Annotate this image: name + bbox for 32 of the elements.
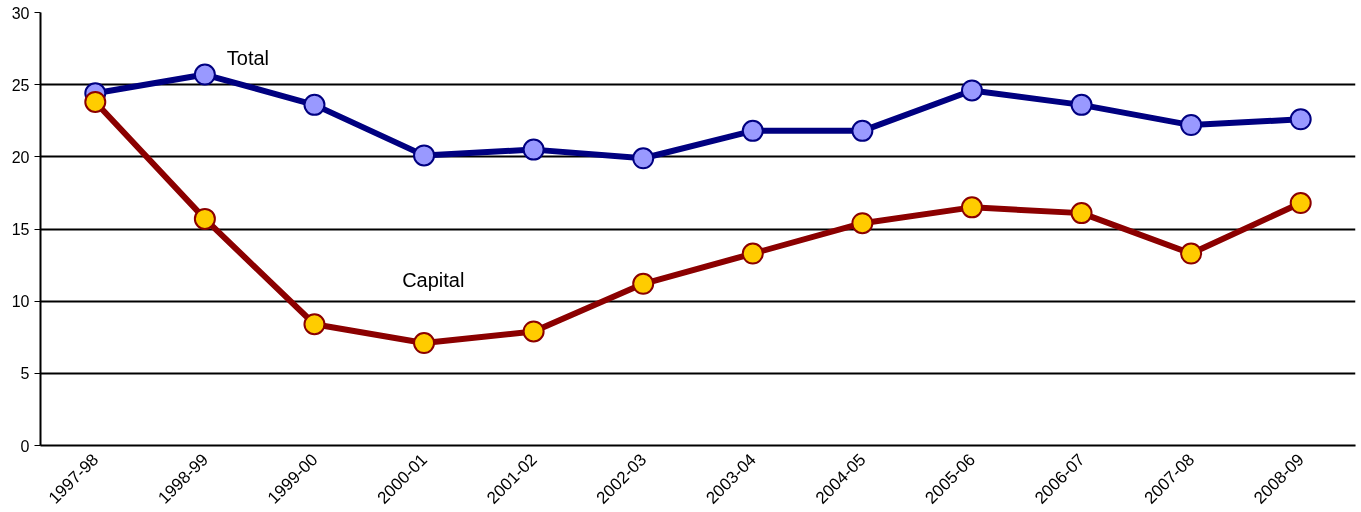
point <box>1180 114 1203 137</box>
point <box>1070 93 1093 116</box>
point <box>413 144 436 167</box>
point <box>522 138 545 161</box>
point <box>741 242 764 265</box>
point <box>741 119 764 142</box>
point <box>632 272 655 295</box>
point <box>960 79 983 102</box>
series-label: Total <box>226 46 270 69</box>
point <box>851 119 874 142</box>
point <box>522 320 545 343</box>
point <box>193 207 216 230</box>
point <box>193 63 216 86</box>
point <box>1289 108 1312 131</box>
y-tick-label: 0 <box>20 437 30 455</box>
point <box>1070 202 1093 225</box>
point <box>413 332 436 354</box>
point <box>303 313 326 336</box>
point <box>1180 242 1203 265</box>
text: Capital <box>402 269 465 292</box>
y-tick-label: 20 <box>11 148 30 166</box>
y-tick-label: 30 <box>11 4 30 22</box>
point <box>632 147 655 170</box>
point <box>851 212 874 235</box>
y-tick-label: 10 <box>11 293 30 311</box>
point <box>303 93 326 116</box>
point <box>960 196 983 219</box>
point <box>84 91 107 113</box>
y-tick-label: 25 <box>11 76 30 94</box>
y-tick-label: 15 <box>11 221 30 238</box>
y-tick-label: 5 <box>20 365 30 383</box>
point <box>1289 192 1312 214</box>
